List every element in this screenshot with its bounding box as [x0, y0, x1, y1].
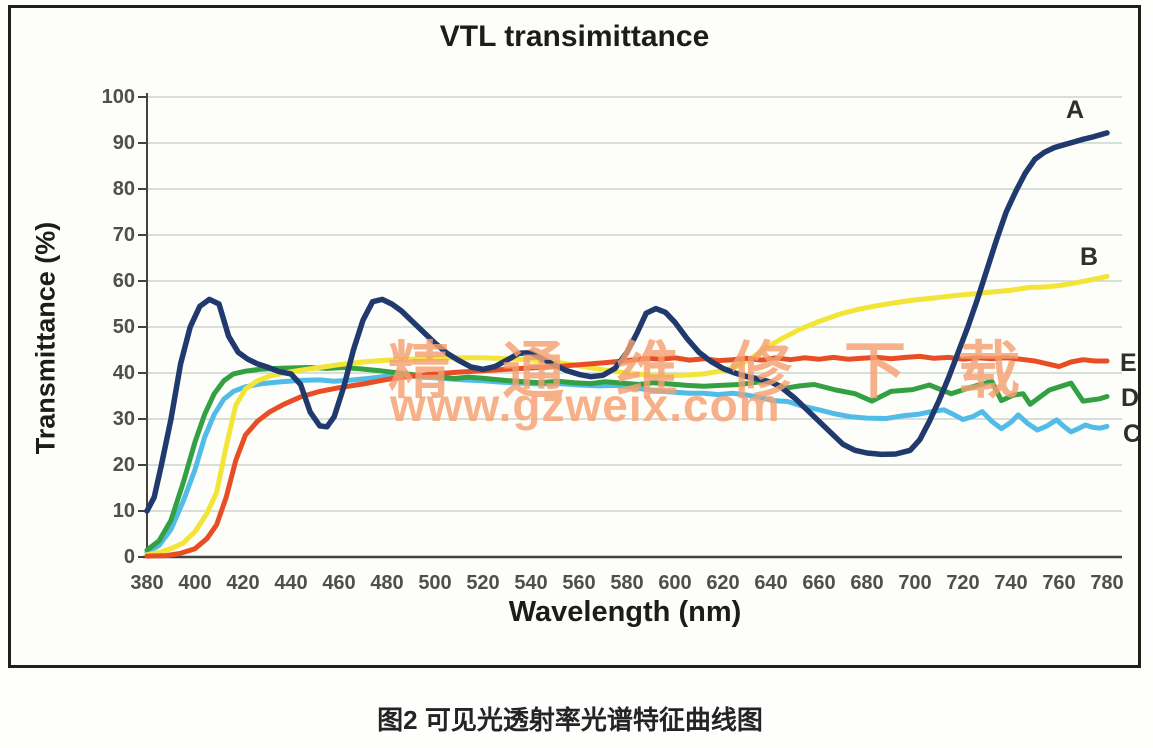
- chart-title: VTL transimittance: [439, 20, 710, 53]
- y-tick-label-10: 10: [112, 500, 135, 522]
- x-tick-label-660: 660: [802, 572, 836, 594]
- series-curve-D: [144, 365, 1110, 553]
- curve-label-D: D: [1121, 384, 1140, 412]
- x-tick-label-740: 740: [994, 572, 1028, 594]
- y-tick-label-0: 0: [123, 546, 135, 568]
- y-tick-label-80: 80: [112, 178, 135, 200]
- x-tick-label-780: 780: [1090, 572, 1124, 594]
- y-tick-label-20: 20: [112, 454, 135, 476]
- x-tick-label-640: 640: [754, 572, 788, 594]
- series-curve-A: [144, 130, 1110, 514]
- y-tick-label-50: 50: [112, 316, 135, 338]
- y-tick-label-30: 30: [112, 408, 135, 430]
- figure-caption: 图2 可见光透射率光谱特征曲线图: [377, 705, 763, 735]
- y-tick-label-40: 40: [112, 362, 135, 384]
- x-tick-label-580: 580: [610, 572, 644, 594]
- x-tick-label-540: 540: [514, 572, 548, 594]
- y-tick-label-70: 70: [112, 224, 135, 246]
- y-tick-label-60: 60: [112, 270, 135, 292]
- x-tick-label-420: 420: [226, 572, 260, 594]
- x-tick-label-700: 700: [898, 572, 932, 594]
- x-axis-title: Wavelength (nm): [508, 596, 742, 628]
- x-tick-label-480: 480: [370, 572, 404, 594]
- y-tick-label-100: 100: [101, 86, 135, 108]
- x-tick-label-520: 520: [466, 572, 500, 594]
- x-tick-label-560: 560: [562, 572, 596, 594]
- curve-label-C: C: [1123, 420, 1142, 448]
- x-tick-label-440: 440: [274, 572, 308, 594]
- x-tick-label-620: 620: [706, 572, 740, 594]
- watermark-chinese-text: 精通维修下载: [388, 337, 1073, 406]
- x-tick-label-760: 760: [1042, 572, 1076, 594]
- x-tick-label-460: 460: [322, 572, 356, 594]
- series-curve-C: [144, 373, 1110, 555]
- watermark-url-text: www.gzweix.com: [390, 379, 781, 431]
- x-tick-label-720: 720: [946, 572, 980, 594]
- series-curve-E: [144, 353, 1110, 559]
- x-tick-label-400: 400: [178, 572, 212, 594]
- curve-label-E: E: [1120, 349, 1137, 377]
- series-curve-B: [144, 273, 1110, 558]
- x-tick-label-380: 380: [130, 572, 164, 594]
- x-tick-label-680: 680: [850, 572, 884, 594]
- x-tick-label-500: 500: [418, 572, 452, 594]
- curve-label-B: B: [1080, 243, 1099, 271]
- x-tick-label-600: 600: [658, 572, 692, 594]
- curve-label-A: A: [1066, 96, 1085, 124]
- y-tick-label-90: 90: [112, 132, 135, 154]
